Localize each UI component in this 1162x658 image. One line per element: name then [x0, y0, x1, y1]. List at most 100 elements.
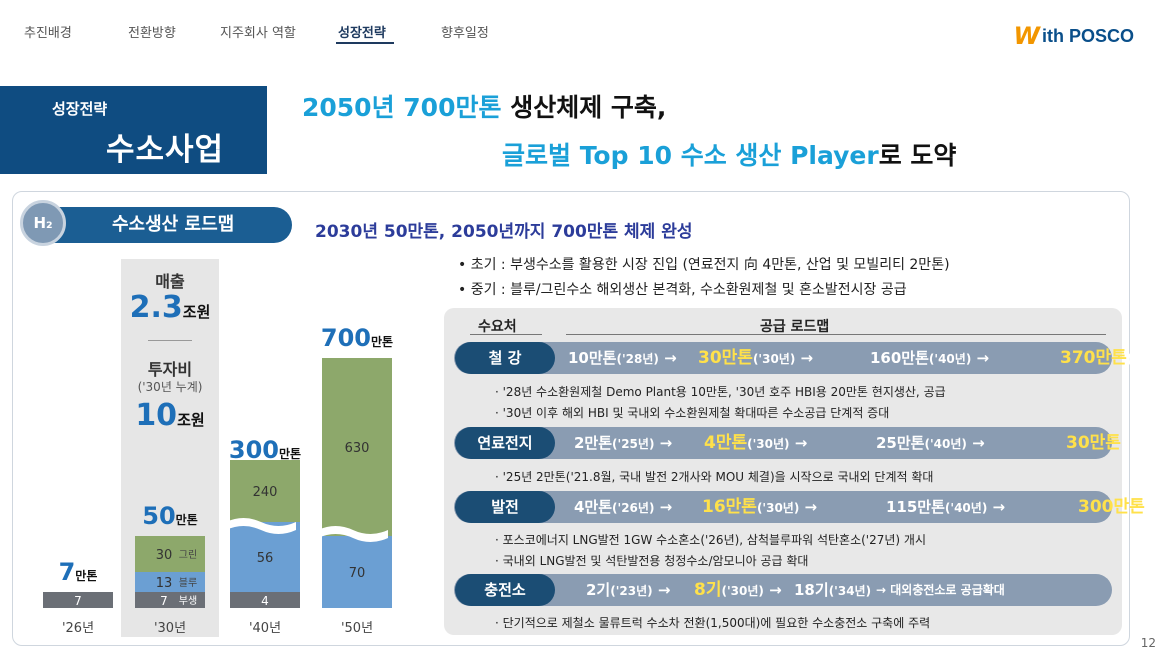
- logo-text: ith POSCO: [1041, 25, 1134, 46]
- roadmap-row-label: 충전소: [455, 574, 555, 606]
- roadmap-step-value: 2기: [586, 581, 611, 599]
- headline-line1-rest: 생산체제 구축,: [501, 93, 667, 122]
- roadmap-step-year: ('26년): [612, 501, 655, 515]
- section-title: 수소사업: [106, 132, 225, 168]
- logo: W ith POSCO: [1014, 24, 1135, 48]
- nav-item-holding-role[interactable]: 지주회사 역할: [220, 26, 296, 41]
- arrow-icon: →: [654, 498, 673, 516]
- roadmap-step-value: 25만톤: [876, 434, 925, 452]
- roadmap-step: 2만톤('25년) →: [574, 427, 672, 460]
- roadmap-step-year: ('30년): [752, 352, 796, 366]
- roadmap-step-year: ('40년): [928, 352, 972, 366]
- roadmap-step-value: 30만톤: [698, 348, 753, 368]
- roadmap-step-year: ('50년): [1126, 352, 1162, 366]
- arrow-icon: →: [763, 581, 782, 599]
- roadmap-note: · '30년 이후 해외 HBI 및 국내외 수소환원제철 확대따른 수소공급 …: [495, 406, 890, 420]
- roadmap-step: 30만톤('50년): [1066, 427, 1162, 460]
- roadmap-step-year: ('30년): [756, 501, 800, 515]
- roadmap-step: 8기('30년) →: [694, 574, 782, 607]
- roadmap-title-pill: 수소생산 로드맵: [52, 207, 292, 243]
- roadmap-step-value: 370만톤: [1060, 348, 1127, 368]
- roadmap-col-supply-underline: [566, 334, 1106, 335]
- roadmap-step: 2기('23년) →: [586, 574, 670, 607]
- roadmap-step: 30만톤('30년) →: [698, 342, 813, 375]
- sales-divider: [148, 340, 192, 341]
- nav-item-growth-strategy[interactable]: 성장전략: [338, 26, 386, 41]
- arrow-icon: →: [654, 434, 673, 452]
- roadmap-step-value: 8기: [694, 580, 722, 600]
- roadmap-step-value: 16만톤: [702, 497, 757, 517]
- sales-unit: 조원: [182, 303, 211, 321]
- investment-label: 투자비: [147, 360, 193, 379]
- roadmap-step-value: 18기: [794, 581, 829, 599]
- roadmap-step: 25만톤('40년) →: [876, 427, 985, 460]
- roadmap-subtitle: 2030년 50만톤, 2050년까지 700만톤 체제 완성: [315, 222, 693, 242]
- roadmap-row-label: 발전: [455, 491, 555, 523]
- roadmap-step: 160만톤('40년) →: [870, 342, 989, 375]
- sales-value: 2.3조원: [121, 290, 219, 325]
- roadmap-step: 18기('34년): [794, 574, 871, 607]
- arrow-icon: →: [652, 581, 671, 599]
- roadmap-step: 10만톤('28년) →: [568, 342, 677, 375]
- top-nav: 추진배경 전환방향 지주회사 역할 성장전략 향후일정 W ith POSCO: [0, 0, 1162, 60]
- nav-item-direction[interactable]: 전환방향: [128, 26, 176, 41]
- roadmap-title: 수소생산 로드맵: [112, 214, 235, 235]
- roadmap-note: · '28년 수소환원제철 Demo Plant용 10만톤, '30년 호주 …: [495, 385, 946, 399]
- nav-item-schedule[interactable]: 향후일정: [441, 26, 489, 41]
- roadmap-step-value: 115만톤: [886, 498, 945, 516]
- roadmap-step-value: 300만톤: [1078, 497, 1145, 517]
- bullet-mid-term: • 중기 : 블루/그린수소 해외생산 본격화, 수소환원제철 및 혼소발전시장…: [458, 282, 907, 298]
- roadmap-note: · 국내외 LNG발전 및 석탄발전용 청정수소/암모니아 공급 확대: [495, 554, 809, 568]
- arrow-icon: →: [987, 498, 1006, 516]
- headline-line2-accent: 글로벌 Top 10 수소 생산 Player: [502, 141, 879, 170]
- roadmap-note: · 단기적으로 제철소 물류트럭 수소차 전환(1,500대)에 필요한 수소충…: [495, 616, 931, 630]
- headline-line1: 2050년 700만톤 생산체제 구축,: [302, 88, 666, 124]
- investment-number: 10: [135, 398, 178, 433]
- headline-line2-rest: 로 도약: [878, 141, 957, 170]
- section-subtitle: 성장전략: [52, 100, 108, 118]
- investment-note: ('30년 누계): [137, 380, 203, 394]
- roadmap-row-bar: [454, 427, 1112, 459]
- sales-label: 매출: [155, 272, 185, 291]
- roadmap-note: · '25년 2만톤('21.8월, 국내 발전 2개사와 MOU 체결)을 시…: [495, 470, 934, 484]
- arrow-icon: →: [799, 498, 818, 516]
- strategy-bullets: • 초기 : 부생수소를 활용한 시장 진입 (연료전지 向 4만톤, 산업 및…: [458, 253, 950, 303]
- roadmap-step-year: ('34년): [828, 584, 872, 598]
- arrow-icon: →: [658, 349, 677, 367]
- roadmap-step: 115만톤('40년) →: [886, 491, 1005, 524]
- investment-value: 10조원: [121, 398, 219, 433]
- roadmap-step: 300만톤('50년): [1078, 491, 1162, 524]
- roadmap-row-bar: [454, 342, 1112, 374]
- roadmap-step: 370만톤('50년): [1060, 342, 1162, 375]
- roadmap-step-value: 30만톤: [1066, 433, 1121, 453]
- bullet-initial: • 초기 : 부생수소를 활용한 시장 진입 (연료전지 向 4만톤, 산업 및…: [458, 257, 950, 273]
- hydrogen-icon: H₂: [20, 200, 66, 246]
- roadmap-row-label: 철 강: [455, 342, 555, 374]
- roadmap-step-value: 160만톤: [870, 349, 929, 367]
- arrow-icon: →: [966, 434, 985, 452]
- roadmap-step-value: 4만톤: [704, 433, 748, 453]
- roadmap-step-year: ('40년): [924, 437, 967, 451]
- roadmap-step: 4만톤('30년) →: [704, 427, 807, 460]
- roadmap-row-label: 연료전지: [455, 427, 555, 459]
- roadmap-step-value: 2만톤: [574, 434, 613, 452]
- roadmap-row-bar: [454, 574, 1112, 606]
- roadmap-note: · 포스코에너지 LNG발전 1GW 수소혼소('26년), 삼척블루파워 석탄…: [495, 533, 926, 547]
- roadmap-step-year: ('28년): [616, 352, 659, 366]
- roadmap-step-year: ('50년): [1120, 437, 1162, 451]
- arrow-icon: →: [795, 349, 814, 367]
- roadmap-step: 16만톤('30년) →: [702, 491, 817, 524]
- headline-line1-accent: 2050년 700만톤: [302, 93, 502, 122]
- roadmap-step-year: ('30년): [747, 437, 790, 451]
- roadmap-col-demand-underline: [470, 334, 542, 335]
- investment-unit: 조원: [177, 411, 205, 429]
- roadmap-step-year: ('25년): [612, 437, 655, 451]
- roadmap-step-value: 10만톤: [568, 349, 617, 367]
- roadmap-row-bar: [454, 491, 1112, 523]
- arrow-icon: →: [971, 349, 990, 367]
- headline-line2: 글로벌 Top 10 수소 생산 Player로 도약: [502, 136, 956, 172]
- roadmap-step-year: ('23년): [610, 584, 653, 598]
- nav-item-background[interactable]: 추진배경: [24, 26, 72, 41]
- roadmap-step: 4만톤('26년) →: [574, 491, 672, 524]
- roadmap-col-supply: 공급 로드맵: [760, 319, 830, 335]
